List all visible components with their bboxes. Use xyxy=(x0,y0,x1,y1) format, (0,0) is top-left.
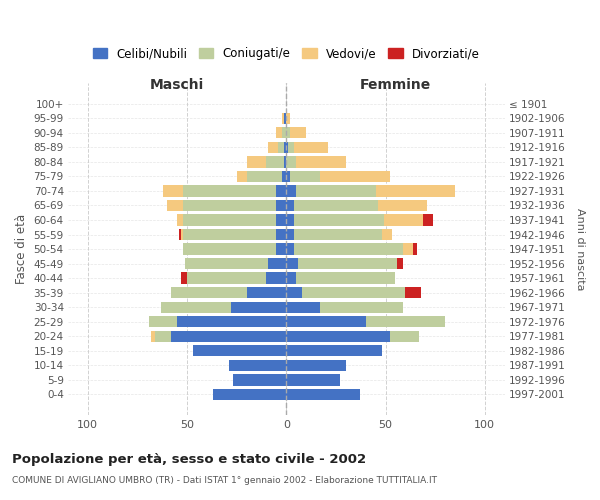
Bar xyxy=(183,244,277,254)
Bar xyxy=(247,287,286,298)
Bar xyxy=(277,127,283,138)
Bar xyxy=(376,186,455,196)
Bar xyxy=(284,112,286,124)
Bar xyxy=(302,287,406,298)
Bar xyxy=(163,186,183,196)
Bar xyxy=(277,229,286,240)
Bar xyxy=(268,258,286,270)
Bar xyxy=(247,170,283,182)
Bar xyxy=(183,229,277,240)
Bar xyxy=(171,330,286,342)
Bar xyxy=(277,186,286,196)
Bar xyxy=(149,316,177,328)
Bar xyxy=(406,287,421,298)
Bar xyxy=(229,360,286,371)
Bar xyxy=(286,360,346,371)
Bar xyxy=(377,200,427,211)
Text: Popolazione per età, sesso e stato civile - 2002: Popolazione per età, sesso e stato civil… xyxy=(12,452,366,466)
Text: Maschi: Maschi xyxy=(150,78,204,92)
Bar xyxy=(403,244,413,254)
Bar xyxy=(193,345,286,356)
Bar xyxy=(286,229,294,240)
Bar xyxy=(286,186,296,196)
Bar xyxy=(283,127,286,138)
Bar xyxy=(389,330,419,342)
Bar xyxy=(286,302,320,313)
Bar xyxy=(290,127,306,138)
Bar xyxy=(397,258,403,270)
Bar xyxy=(167,200,183,211)
Bar xyxy=(296,156,346,168)
Bar xyxy=(213,388,286,400)
Bar xyxy=(286,388,360,400)
Bar xyxy=(288,142,294,153)
Bar xyxy=(423,214,433,226)
Bar xyxy=(284,142,286,153)
Bar xyxy=(277,244,286,254)
Bar xyxy=(294,200,377,211)
Bar xyxy=(298,258,397,270)
Bar xyxy=(286,258,298,270)
Bar xyxy=(286,244,294,254)
Bar xyxy=(286,345,382,356)
Bar xyxy=(294,214,383,226)
Bar xyxy=(151,330,155,342)
Bar xyxy=(177,316,286,328)
Bar xyxy=(286,316,365,328)
Bar xyxy=(236,170,247,182)
Bar xyxy=(183,214,277,226)
Bar xyxy=(286,142,288,153)
Bar xyxy=(296,272,395,284)
Bar xyxy=(278,142,284,153)
Bar xyxy=(294,244,403,254)
Bar xyxy=(320,170,389,182)
Bar xyxy=(283,170,286,182)
Bar xyxy=(231,302,286,313)
Bar xyxy=(382,229,392,240)
Bar xyxy=(177,214,183,226)
Bar xyxy=(294,229,382,240)
Bar xyxy=(181,272,187,284)
Bar xyxy=(286,156,296,168)
Bar xyxy=(283,112,284,124)
Bar xyxy=(277,200,286,211)
Bar xyxy=(294,142,328,153)
Bar xyxy=(233,374,286,386)
Bar xyxy=(268,142,278,153)
Bar xyxy=(183,200,277,211)
Bar xyxy=(286,214,294,226)
Bar xyxy=(171,287,247,298)
Bar xyxy=(284,156,286,168)
Bar xyxy=(183,186,277,196)
Bar xyxy=(286,272,296,284)
Bar xyxy=(286,330,389,342)
Bar xyxy=(185,258,268,270)
Bar xyxy=(286,127,290,138)
Bar xyxy=(365,316,445,328)
Bar xyxy=(383,214,423,226)
Bar xyxy=(286,170,290,182)
Bar xyxy=(286,287,302,298)
Bar xyxy=(290,170,320,182)
Bar xyxy=(286,374,340,386)
Bar xyxy=(413,244,418,254)
Bar xyxy=(277,214,286,226)
Bar xyxy=(179,229,181,240)
Y-axis label: Anni di nascita: Anni di nascita xyxy=(575,208,585,290)
Bar xyxy=(187,272,266,284)
Bar xyxy=(181,229,183,240)
Legend: Celibi/Nubili, Coniugati/e, Vedovi/e, Divorziati/e: Celibi/Nubili, Coniugati/e, Vedovi/e, Di… xyxy=(88,42,485,65)
Text: Femmine: Femmine xyxy=(360,78,431,92)
Bar xyxy=(155,330,171,342)
Text: COMUNE DI AVIGLIANO UMBRO (TR) - Dati ISTAT 1° gennaio 2002 - Elaborazione TUTTI: COMUNE DI AVIGLIANO UMBRO (TR) - Dati IS… xyxy=(12,476,437,485)
Y-axis label: Fasce di età: Fasce di età xyxy=(15,214,28,284)
Bar xyxy=(266,156,284,168)
Bar xyxy=(266,272,286,284)
Bar xyxy=(161,302,231,313)
Bar xyxy=(286,112,290,124)
Bar xyxy=(247,156,266,168)
Bar xyxy=(320,302,403,313)
Bar xyxy=(286,200,294,211)
Bar xyxy=(296,186,376,196)
